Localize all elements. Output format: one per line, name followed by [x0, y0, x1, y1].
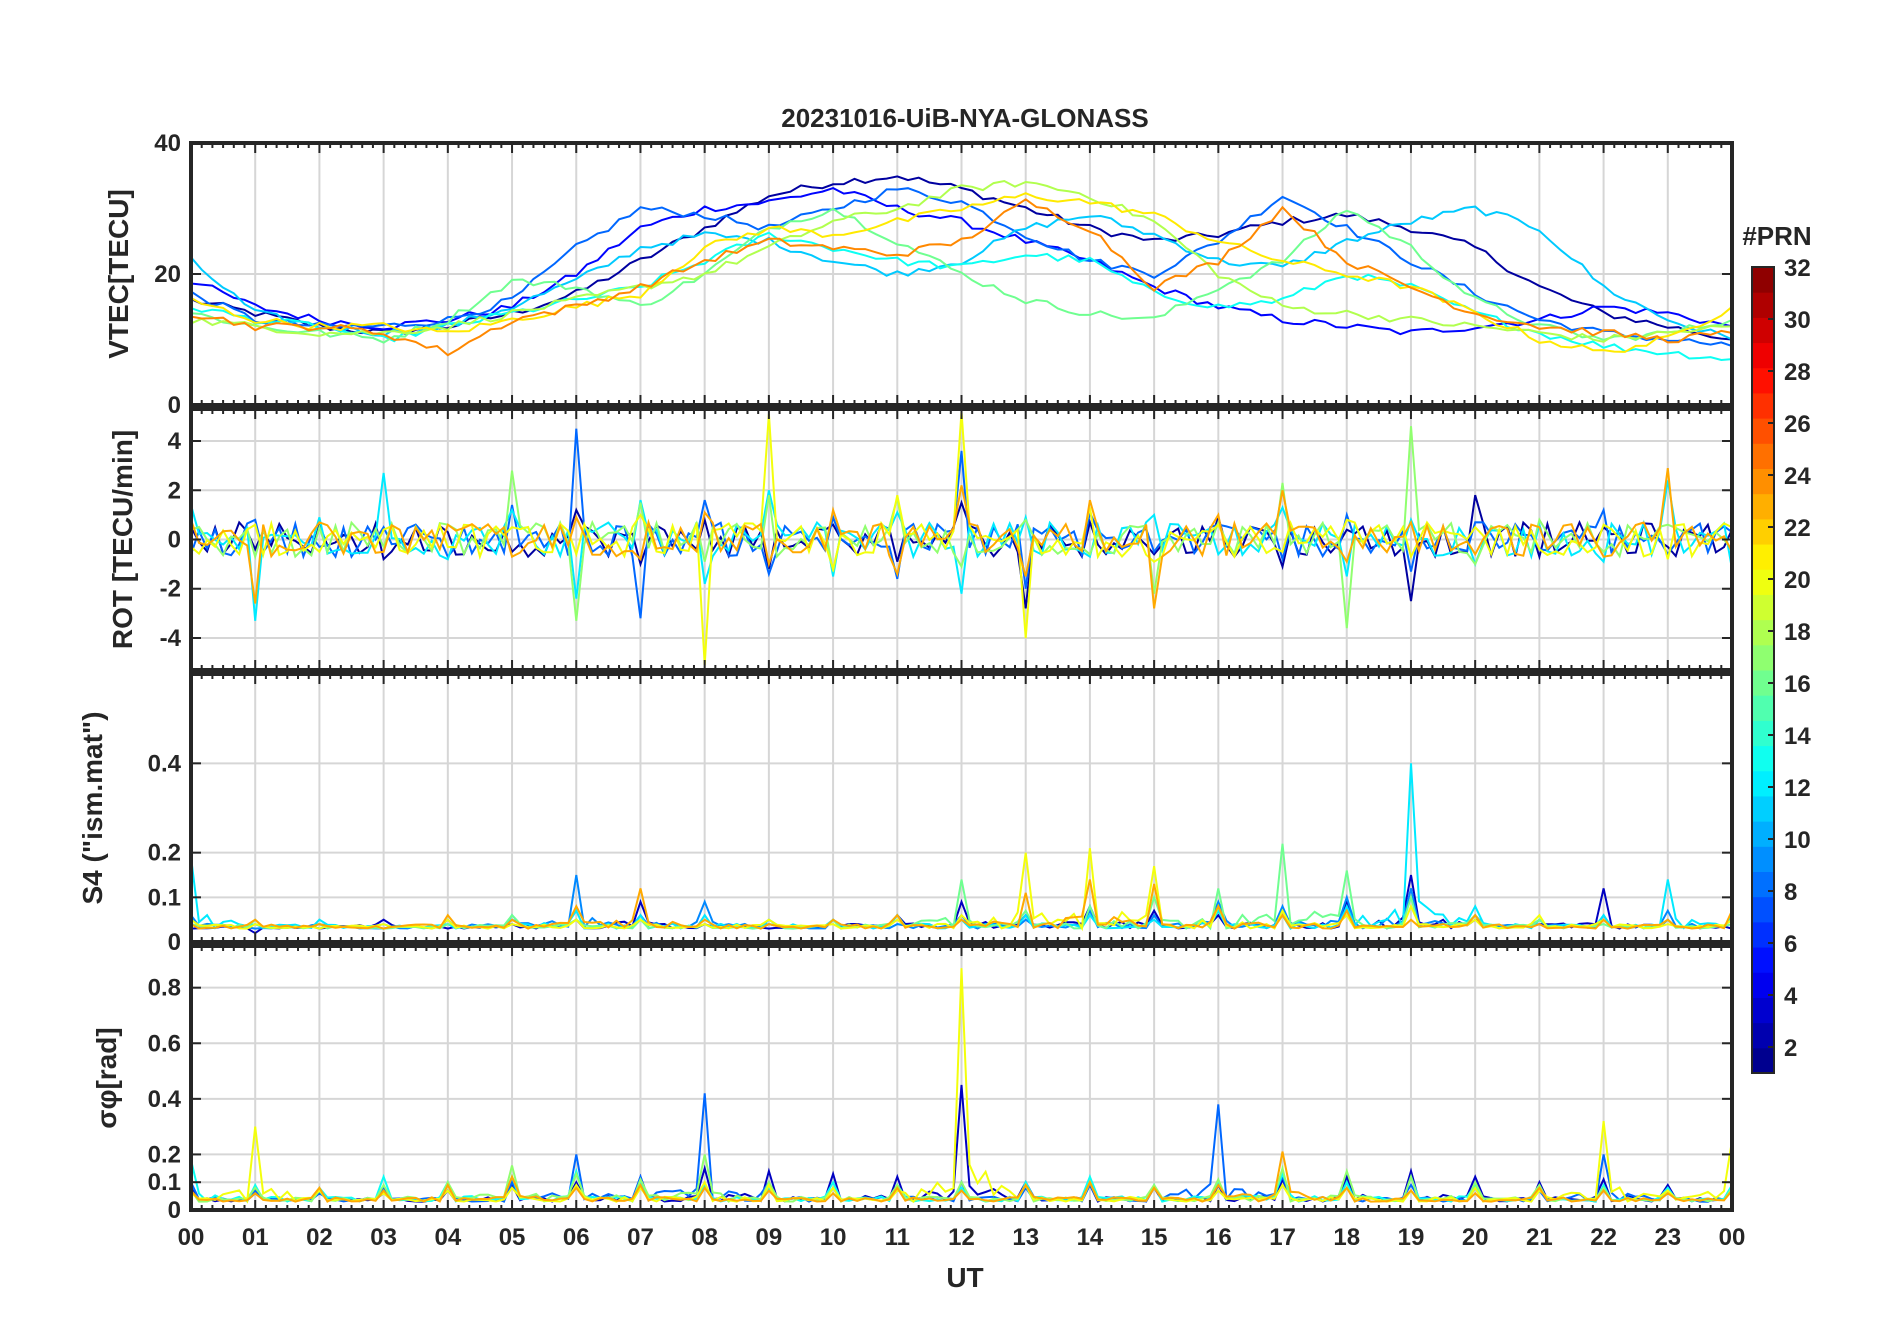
x-tick-label: 10 [820, 1224, 847, 1251]
x-tick-label: 05 [499, 1224, 526, 1251]
x-tick-label: 01 [242, 1224, 269, 1251]
colorbar-tick-label: 10 [1784, 827, 1811, 854]
y-axis-label-sigma_phi: σφ[rad] [91, 1027, 122, 1128]
x-tick-label: 16 [1205, 1224, 1232, 1251]
x-tick-label: 00 [178, 1224, 205, 1251]
series-sigma_phi-prn-20 [191, 968, 1732, 1204]
colorbar-tick-label: 4 [1784, 983, 1798, 1010]
series-rot-prn-2 [191, 494, 1732, 609]
x-tick-label: 04 [434, 1224, 461, 1251]
y-tick-label-sigma_phi: 0.1 [148, 1169, 181, 1196]
x-ticks-rot [190, 409, 1733, 670]
panel-vtec: 0 20 40 VTEC[TECU] [103, 130, 1734, 419]
series-s4-prn-23 [191, 879, 1732, 930]
x-tick-label: 20 [1462, 1224, 1489, 1251]
colorbar-title: #PRN [1742, 221, 1811, 251]
y-tick-label-vtec: 0 [168, 392, 181, 419]
x-tick-label: 17 [1269, 1224, 1296, 1251]
x-tick-label: 03 [370, 1224, 397, 1251]
colorbar-tick-label: 30 [1784, 307, 1811, 334]
x-tick-label: 18 [1333, 1224, 1360, 1251]
series-s4-prn-20 [191, 848, 1732, 932]
x-tick-label: 23 [1654, 1224, 1681, 1251]
y-tick-label-sigma_phi: 0 [168, 1197, 181, 1224]
colorbar-tick-label: 18 [1784, 619, 1811, 646]
chart-title: 20231016-UiB-NYA-GLONASS [781, 103, 1149, 133]
y-axis-label-vtec: VTEC[TECU] [103, 189, 134, 359]
series-vtec-prn-24 [191, 198, 1732, 357]
y-tick-label-vtec: 40 [154, 130, 181, 157]
colorbar-tick-label: 20 [1784, 567, 1811, 594]
grid-vtec [191, 143, 1732, 405]
colorbar-tick-label: 6 [1784, 931, 1797, 958]
series-vtec-prn-8 [191, 187, 1732, 348]
x-tick-label: 07 [627, 1224, 654, 1251]
series-vtec-prn-2 [191, 175, 1732, 341]
x-ticks-vtec [190, 143, 1733, 405]
series-vtec-prn-21 [191, 192, 1732, 353]
y-tick-label-sigma_phi: 0.8 [148, 975, 181, 1002]
y-tick-label-s4: 0.1 [148, 884, 181, 911]
colorbar-tick-label: 2 [1784, 1035, 1797, 1062]
colorbar-tick-label: 28 [1784, 359, 1811, 386]
x-ticks-s4 [190, 674, 1733, 942]
x-tick-label: 15 [1141, 1224, 1168, 1251]
series-vtec-prn-16 [191, 207, 1732, 344]
panel-s4: 0 0.1 0.2 0.4 S4 ("ism.mat") [77, 672, 1734, 956]
y-tick-label-sigma_phi: 0.6 [148, 1030, 181, 1057]
colorbar-tick-label: 24 [1784, 463, 1811, 490]
y-tick-label-rot: 2 [168, 477, 181, 504]
x-tick-label: 08 [691, 1224, 718, 1251]
x-tick-label: 00 [1719, 1224, 1746, 1251]
series-rot-prn-23 [191, 467, 1732, 609]
y-tick-label-rot: -4 [160, 625, 182, 652]
y-tick-label-s4: 0 [168, 929, 181, 956]
x-tick-label: 09 [756, 1224, 783, 1251]
y-tick-label-s4: 0.2 [148, 840, 181, 867]
y-tick-label-rot: 0 [168, 527, 181, 554]
colorbar-tick-label: 22 [1784, 515, 1811, 542]
x-tick-labels: 00 01 02 03 04 05 06 07 08 09 10 11 12 13 14 15 16 17 18 19… [178, 1224, 1746, 1251]
series-sigma_phi-prn-17 [191, 1154, 1732, 1203]
x-tick-label: 21 [1526, 1224, 1553, 1251]
colorbar-tick-label: 14 [1784, 723, 1811, 750]
series-vtec-prn-18 [191, 179, 1732, 343]
panel-rot: -4 -2 0 2 4 ROT [TECU/min] [107, 407, 1734, 672]
y-tick-label-rot: -2 [160, 576, 181, 603]
y-tick-label-sigma_phi: 0.2 [148, 1141, 181, 1168]
x-axis-label: UT [946, 1262, 983, 1293]
series-sigma_phi-prn-23 [191, 1151, 1732, 1203]
y-tick-label-sigma_phi: 0.4 [148, 1086, 182, 1113]
x-tick-label: 12 [948, 1224, 975, 1251]
x-tick-label: 13 [1012, 1224, 1039, 1251]
x-tick-label: 06 [563, 1224, 590, 1251]
colorbar-tick-label: 26 [1784, 411, 1811, 438]
x-ticks-sigma_phi [190, 946, 1733, 1210]
y-tick-label-s4: 0.4 [148, 750, 182, 777]
x-tick-label: 14 [1077, 1224, 1104, 1251]
colorbar-tick-label: 8 [1784, 879, 1797, 906]
panel-sigma-phi: 00.10.2 0.4 0.6 0.8 σφ[rad] [91, 944, 1734, 1224]
y-axis-label-rot: ROT [TECU/min] [107, 430, 138, 649]
y-tick-label-rot: 4 [168, 428, 182, 455]
y-axis-label-s4: S4 ("ism.mat") [77, 711, 108, 904]
x-tick-label: 11 [885, 1224, 910, 1251]
colorbar-tick-label: 32 [1784, 255, 1811, 282]
grid-s4 [191, 674, 1732, 942]
colorbar-box [1751, 266, 1775, 1074]
colorbar-tick-label: 12 [1784, 775, 1811, 802]
x-tick-label: 22 [1590, 1224, 1617, 1251]
x-tick-label: 02 [306, 1224, 333, 1251]
y-tick-label-vtec: 20 [154, 261, 181, 288]
x-tick-label: 19 [1398, 1224, 1425, 1251]
colorbar-tick-label: 16 [1784, 671, 1811, 698]
